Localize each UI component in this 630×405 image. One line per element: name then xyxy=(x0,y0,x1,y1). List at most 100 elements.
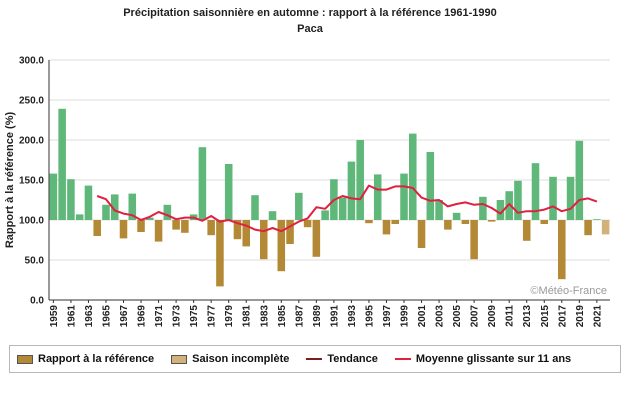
x-tick-label: 2017 xyxy=(557,305,568,328)
x-tick-label: 2009 xyxy=(487,305,498,328)
bar-1995 xyxy=(365,220,373,224)
x-tick-label: 1975 xyxy=(189,305,200,328)
chart-subtitle: Paca xyxy=(297,23,324,35)
bar-1960 xyxy=(58,108,66,220)
x-axis-ticks: 1959 1961 1963 1965 1967 1969 1971 1973 1975 1977… xyxy=(49,300,603,327)
bar-1979 xyxy=(224,164,233,220)
bar-2001 xyxy=(417,220,426,248)
bar-1970 xyxy=(146,217,154,220)
bars-group xyxy=(49,108,610,287)
x-tick-label: 1987 xyxy=(294,305,305,328)
legend: Rapport à la référence Saison incomplète… xyxy=(9,345,621,373)
legend-swatch-moving-avg xyxy=(394,358,411,360)
bar-1961 xyxy=(67,179,75,220)
legend-swatch-incomplete xyxy=(171,354,188,364)
y-tick-label: 300.0 xyxy=(19,56,44,67)
legend-item-incomplete: Saison incomplète xyxy=(171,353,289,365)
bar-2006 xyxy=(461,220,470,224)
bar-2005 xyxy=(452,212,461,220)
chart-title: Précipitation saisonnière en automne : r… xyxy=(123,7,497,19)
bar-2004 xyxy=(444,220,452,230)
legend-label-ratio: Rapport à la référence xyxy=(38,353,155,365)
bar-2000 xyxy=(409,133,417,220)
x-tick-label: 2011 xyxy=(505,305,516,327)
bar-1967 xyxy=(119,220,128,239)
bar-2003 xyxy=(435,200,443,220)
y-tick-label: 150.0 xyxy=(19,176,44,187)
bar-2013 xyxy=(522,220,531,241)
bar-1992 xyxy=(338,197,347,220)
y-tick-label: 100.0 xyxy=(19,216,44,227)
bar-1984 xyxy=(268,211,277,220)
y-tick-label: 200.0 xyxy=(19,136,44,147)
bar-1966 xyxy=(110,194,119,220)
bar-2022 xyxy=(601,220,610,235)
bar-2016 xyxy=(549,176,557,220)
bar-2020 xyxy=(584,220,592,236)
y-axis-ticks: 0.0 50.0 100.0 150.0 200.0 250.0 300.0 xyxy=(19,56,44,307)
x-tick-label: 1985 xyxy=(277,305,288,328)
bar-1988 xyxy=(303,220,312,228)
y-tick-label: 0.0 xyxy=(30,296,44,307)
bar-1989 xyxy=(312,220,321,257)
bar-2018 xyxy=(566,176,575,220)
x-tick-label: 2001 xyxy=(417,305,428,328)
x-tick-label: 1999 xyxy=(400,305,411,328)
bar-1998 xyxy=(391,220,400,224)
bar-1963 xyxy=(84,185,93,220)
bar-2019 xyxy=(575,140,584,220)
legend-item-ratio: Rapport à la référence xyxy=(17,353,154,365)
bar-1987 xyxy=(295,192,303,220)
x-tick-label: 1965 xyxy=(101,305,112,328)
bar-1997 xyxy=(382,220,391,235)
precipitation-chart: Précipitation saisonnière en automne : r… xyxy=(4,7,610,327)
bar-2002 xyxy=(426,152,435,220)
bar-1973 xyxy=(172,220,180,230)
x-tick-label: 2007 xyxy=(470,305,481,328)
legend-label-incomplete: Saison incomplète xyxy=(192,353,290,365)
x-tick-label: 1963 xyxy=(84,305,95,328)
lines-group xyxy=(96,184,598,233)
x-tick-label: 1971 xyxy=(154,305,165,328)
y-tick-label: 50.0 xyxy=(25,256,45,267)
x-tick-label: 2013 xyxy=(522,305,533,328)
x-tick-label: 1997 xyxy=(382,305,393,328)
bar-2014 xyxy=(531,163,540,220)
bar-2009 xyxy=(487,220,496,222)
bar-2010 xyxy=(496,200,505,220)
bar-1978 xyxy=(216,220,224,287)
bar-1977 xyxy=(207,220,215,236)
bar-1962 xyxy=(75,214,84,220)
bar-1996 xyxy=(373,174,382,220)
legend-item-moving-avg: Moyenne glissante sur 11 ans xyxy=(394,353,571,365)
y-tick-label: 250.0 xyxy=(19,96,44,107)
bar-2015 xyxy=(540,220,549,224)
x-tick-label: 1981 xyxy=(242,305,253,328)
x-tick-label: 1979 xyxy=(224,305,235,328)
bar-1985 xyxy=(277,220,286,272)
x-tick-label: 1991 xyxy=(329,305,340,328)
x-tick-label: 2021 xyxy=(592,305,603,328)
x-tick-label: 1973 xyxy=(172,305,183,328)
grid-lines xyxy=(48,59,610,301)
bar-1965 xyxy=(102,204,110,220)
bar-1980 xyxy=(233,220,242,240)
bar-1971 xyxy=(154,220,163,242)
legend-swatch-trend xyxy=(306,358,323,360)
legend-label-trend: Tendance xyxy=(327,353,378,365)
bar-1969 xyxy=(137,220,145,232)
bar-1976 xyxy=(198,147,207,220)
bar-2008 xyxy=(479,196,487,220)
bar-1982 xyxy=(251,195,259,220)
bar-1981 xyxy=(242,220,250,247)
bar-2017 xyxy=(558,220,566,280)
bar-1968 xyxy=(128,193,137,220)
bar-1959 xyxy=(49,173,58,220)
x-tick-label: 1993 xyxy=(347,305,358,328)
bar-1993 xyxy=(347,161,356,220)
x-tick-label: 2003 xyxy=(435,305,446,328)
credit-text: ©Météo-France xyxy=(530,285,607,297)
bar-2007 xyxy=(470,220,478,260)
bar-1964 xyxy=(93,220,101,236)
x-tick-label: 2005 xyxy=(452,305,463,328)
